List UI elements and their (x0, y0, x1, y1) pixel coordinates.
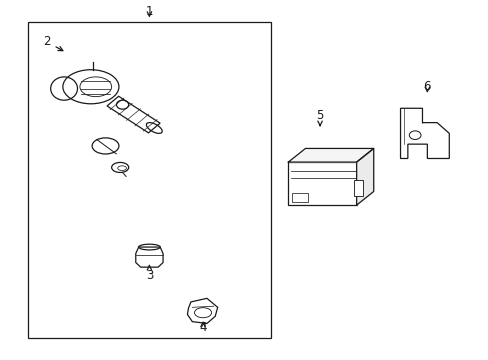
Text: 6: 6 (423, 80, 430, 93)
Text: 4: 4 (199, 320, 206, 333)
Bar (27, 22, 271, 338)
Bar (353, 180, 362, 196)
Polygon shape (356, 148, 373, 205)
Polygon shape (288, 148, 373, 162)
Text: 3: 3 (145, 265, 153, 282)
Bar (288, 162, 356, 205)
Text: 5: 5 (316, 109, 323, 126)
Text: 2: 2 (43, 35, 63, 51)
Text: 1: 1 (145, 5, 153, 18)
Bar (292, 193, 307, 202)
